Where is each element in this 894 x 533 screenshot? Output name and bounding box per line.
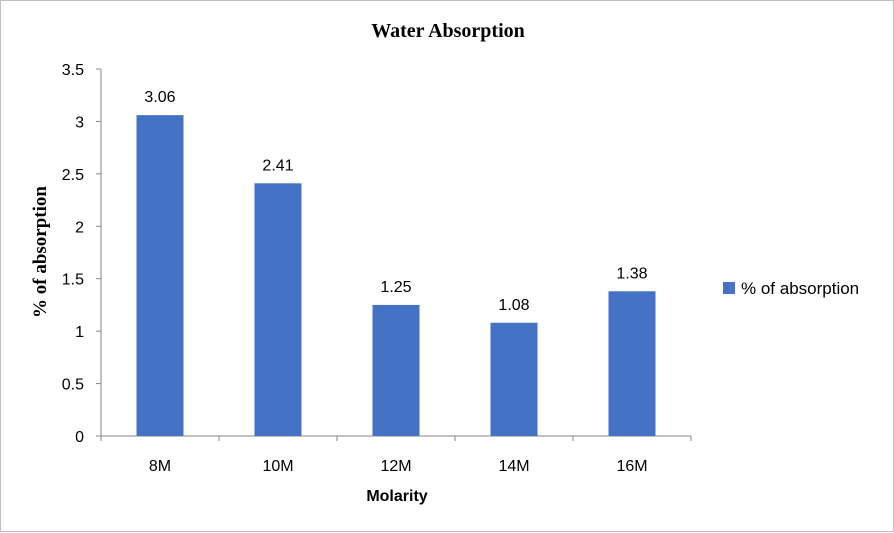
plot-area: 0 0.5 1 1.5 2 2.5 3 3.5 3.06 8M 2.41 10M 1.25 12M 1.08… <box>62 62 692 475</box>
data-label: 1.25 <box>380 279 411 296</box>
bar-16m <box>608 291 656 436</box>
x-tick-label: 16M <box>616 458 647 475</box>
chart-title: Water Absorption <box>371 20 525 42</box>
bar-10m <box>254 183 302 436</box>
y-tick-label: 0 <box>75 429 84 446</box>
x-tick-label: 8M <box>149 458 171 475</box>
y-tick-label: 0.5 <box>62 377 84 394</box>
y-tick-label: 2 <box>75 219 84 236</box>
y-tick-label: 1.5 <box>62 272 84 289</box>
y-tick-label: 1 <box>75 324 84 341</box>
legend: % of absorption <box>723 279 859 298</box>
data-label: 3.06 <box>144 89 175 106</box>
legend-label: % of absorption <box>741 279 859 298</box>
data-label: 1.08 <box>498 297 529 314</box>
x-axis-label: Molarity <box>366 488 427 505</box>
y-tick-label: 3 <box>75 114 84 131</box>
data-label: 2.41 <box>262 157 293 174</box>
x-tick-label: 12M <box>380 458 411 475</box>
data-label: 1.38 <box>616 265 647 282</box>
bar-8m <box>136 115 184 436</box>
x-tick-label: 14M <box>498 458 529 475</box>
bar-12m <box>372 304 420 436</box>
y-axis-label: % of absorption <box>30 186 51 318</box>
legend-swatch <box>723 282 735 294</box>
y-tick-label: 3.5 <box>62 62 84 79</box>
x-tick-label: 10M <box>262 458 293 475</box>
y-tick-label: 2.5 <box>62 167 84 184</box>
bar-14m <box>490 322 538 436</box>
